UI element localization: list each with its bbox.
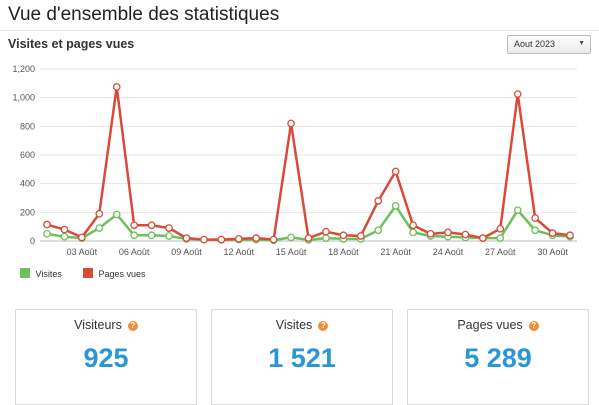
month-select[interactable]: Aout 2023 ▼ bbox=[507, 35, 591, 54]
line-chart: 0 200 400 600 800 1,000 1,200 03 Août 06 Août 09 … bbox=[12, 64, 577, 257]
data-point-pages-vues bbox=[409, 221, 417, 230]
y-tick-label: 800 bbox=[20, 121, 35, 131]
data-point-visites bbox=[322, 234, 330, 242]
data-point-visites bbox=[287, 233, 295, 242]
data-point-pages-vues bbox=[356, 232, 365, 240]
legend-label: Visites bbox=[35, 269, 62, 279]
card-visiteurs: Visiteurs? 925 bbox=[15, 309, 197, 405]
x-tick-label: 30 Août bbox=[537, 247, 568, 257]
data-point-pages-vues bbox=[531, 214, 540, 222]
data-point-pages-vues bbox=[60, 225, 69, 234]
y-tick-label: 200 bbox=[20, 207, 35, 217]
data-point-pages-vues bbox=[496, 224, 505, 233]
x-tick-label: 24 Août bbox=[433, 247, 464, 257]
data-point-visites bbox=[112, 210, 121, 219]
data-point-pages-vues bbox=[322, 227, 330, 236]
data-point-pages-vues bbox=[374, 197, 383, 205]
card-value: 1 521 bbox=[268, 343, 336, 373]
data-point-pages-vues bbox=[77, 233, 86, 242]
data-point-pages-vues bbox=[95, 209, 104, 218]
data-point-pages-vues bbox=[513, 90, 522, 98]
data-point-pages-vues bbox=[461, 230, 470, 239]
data-point-pages-vues bbox=[391, 167, 400, 176]
data-point-pages-vues bbox=[234, 235, 243, 243]
data-point-pages-vues bbox=[269, 235, 278, 244]
x-tick-label: 21 Août bbox=[380, 247, 411, 257]
y-tick-label: 1,200 bbox=[12, 64, 35, 74]
legend-item-visites[interactable]: Visites bbox=[20, 268, 62, 279]
card-label: Visites? bbox=[212, 318, 392, 332]
card-value: 925 bbox=[83, 343, 129, 373]
x-tick-label: 15 Août bbox=[276, 247, 307, 257]
y-tick-label: 600 bbox=[20, 150, 35, 160]
card-label: Visiteurs? bbox=[16, 318, 196, 332]
x-tick-label: 12 Août bbox=[223, 247, 254, 257]
card-label-text: Visiteurs bbox=[74, 318, 122, 332]
help-icon[interactable]: ? bbox=[127, 321, 138, 331]
data-point-pages-vues bbox=[200, 235, 208, 244]
month-select-value: Aout 2023 bbox=[514, 39, 556, 49]
card-pages-vues: Pages vues? 5 289 bbox=[407, 309, 589, 405]
data-point-pages-vues bbox=[287, 119, 295, 128]
data-point-visites bbox=[513, 206, 522, 215]
data-point-pages-vues bbox=[252, 234, 261, 242]
x-tick-label: 06 Août bbox=[119, 247, 150, 257]
data-point-pages-vues bbox=[548, 229, 557, 237]
data-point-visites bbox=[531, 226, 540, 235]
y-tick-label: 400 bbox=[20, 179, 35, 189]
section-title: Visites et pages vues bbox=[8, 37, 135, 51]
series-line-pages-vues bbox=[46, 85, 571, 241]
x-tick-label: 27 Août bbox=[485, 247, 516, 257]
data-point-visites bbox=[409, 228, 417, 237]
data-point-visites bbox=[95, 224, 104, 232]
help-icon[interactable]: ? bbox=[318, 321, 329, 331]
data-point-visites bbox=[496, 234, 505, 242]
data-point-pages-vues bbox=[339, 231, 348, 240]
y-tick-label: 1,000 bbox=[12, 93, 35, 103]
legend-swatch-pages-vues bbox=[83, 268, 93, 278]
data-point-visites bbox=[43, 229, 51, 238]
data-point-visites bbox=[60, 232, 69, 241]
data-point-visites bbox=[165, 232, 173, 240]
data-point-pages-vues bbox=[165, 224, 173, 232]
legend-swatch-visites bbox=[20, 268, 30, 278]
chevron-down-icon: ▼ bbox=[578, 40, 585, 47]
data-point-pages-vues bbox=[304, 234, 313, 242]
x-tick-label: 09 Août bbox=[171, 247, 202, 257]
data-point-pages-vues bbox=[426, 229, 435, 238]
y-tick-label: 0 bbox=[30, 236, 35, 246]
data-point-pages-vues bbox=[112, 83, 121, 91]
x-tick-label: 18 Août bbox=[328, 247, 359, 257]
card-label-text: Pages vues bbox=[457, 318, 523, 332]
legend-item-pages-vues[interactable]: Pages vues bbox=[83, 268, 146, 279]
card-label-text: Visites bbox=[275, 318, 313, 332]
title-divider bbox=[0, 30, 599, 31]
data-point-pages-vues bbox=[130, 221, 138, 230]
data-point-pages-vues bbox=[147, 221, 156, 230]
data-point-pages-vues bbox=[43, 220, 51, 229]
legend-label: Pages vues bbox=[98, 269, 146, 279]
card-visites: Visites? 1 521 bbox=[211, 309, 393, 405]
data-point-visites bbox=[130, 231, 138, 240]
card-label: Pages vues? bbox=[408, 318, 588, 332]
help-icon[interactable]: ? bbox=[528, 321, 539, 331]
data-point-pages-vues bbox=[479, 234, 487, 242]
card-value: 5 289 bbox=[464, 343, 532, 373]
x-tick-label: 03 Août bbox=[67, 247, 98, 257]
data-point-visites bbox=[374, 226, 383, 235]
data-point-pages-vues bbox=[444, 228, 452, 237]
page-title: Vue d'ensemble des statistiques bbox=[8, 4, 280, 25]
data-point-visites bbox=[147, 231, 156, 240]
data-point-pages-vues bbox=[217, 235, 226, 244]
data-point-pages-vues bbox=[566, 231, 574, 240]
data-point-pages-vues bbox=[182, 234, 191, 242]
data-point-visites bbox=[391, 202, 400, 210]
